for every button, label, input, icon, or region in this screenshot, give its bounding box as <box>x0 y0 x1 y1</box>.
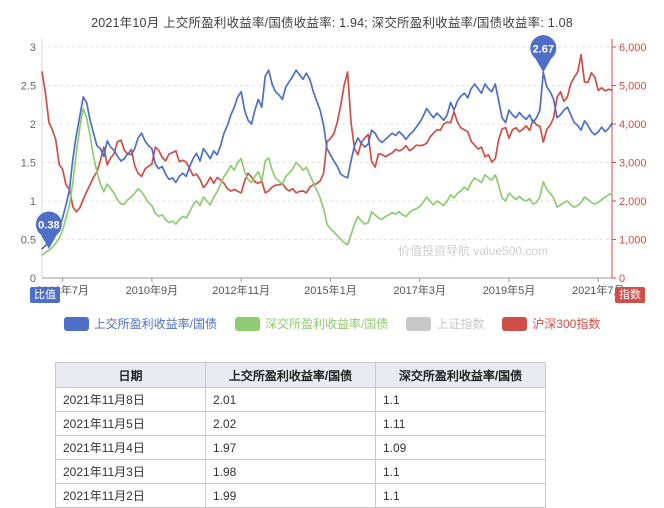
y-left-tick-label: 0.5 <box>21 235 36 247</box>
cell-date: 2021年11月4日 <box>55 435 206 460</box>
table-row: 2021年11月5日 2.02 1.11 <box>55 411 546 436</box>
annotation-pin <box>530 35 557 73</box>
cell-date: 2021年11月3日 <box>55 459 206 484</box>
cell-sse: 2.01 <box>205 387 376 412</box>
legend-label: 上交所盈利收益率/国债 <box>93 317 217 331</box>
y-right-tick-label: 6,000 <box>619 42 647 54</box>
cell-date: 2021年11月2日 <box>55 483 206 508</box>
legend-label: 沪深300指数 <box>532 317 601 331</box>
y-right-tick-label: 3,000 <box>619 158 647 170</box>
legend-marker-icon <box>234 316 260 331</box>
cell-szse: 1.1 <box>375 387 546 412</box>
x-tick-label: 2017年3月 <box>393 283 446 297</box>
ratio-history-table: 日期 上交所盈利收益率/国债 深交所盈利收益率/国债 2021年11月8日 2.… <box>55 362 546 508</box>
annotation-label: 0.38 <box>38 220 59 232</box>
x-tick-label: 2012年11月 <box>212 283 270 297</box>
chart-legend: 上交所盈利收益率/国债 深交所盈利收益率/国债 上证指数 沪深300指数 <box>0 315 664 332</box>
y-left-tick-label: 1 <box>30 196 36 208</box>
legend-item-shanghai-index[interactable]: 上证指数 <box>406 315 484 332</box>
right-axis-name-badge: 指数 <box>615 287 645 303</box>
watermark: 价值投资导航 value500.com <box>398 243 548 258</box>
cell-sse: 1.97 <box>205 435 376 460</box>
table-row: 2021年11月4日 1.97 1.09 <box>55 435 546 460</box>
y-right-tick-label: 5,000 <box>619 81 647 93</box>
annotation-label: 2.67 <box>533 43 554 55</box>
chart-title: 2021年10月 上交所盈利收益率/国债收益率: 1.94; 深交所盈利收益率/… <box>91 16 573 30</box>
chart-canvas[interactable]: 0 0.5 1 1.5 2 2.5 3 0 1,000 2,000 3,000 4,000 5,000 6… <box>0 0 664 312</box>
cell-date: 2021年11月8日 <box>55 387 206 412</box>
y-left-tick-label: 1.5 <box>21 158 36 170</box>
header-sse-ratio: 上交所盈利收益率/国债 <box>205 362 376 388</box>
table-row: 2021年11月8日 2.01 1.1 <box>55 387 546 412</box>
cell-szse: 1.11 <box>375 411 546 436</box>
series-line-1 <box>41 107 613 256</box>
series-line-0 <box>41 69 613 250</box>
cell-szse: 1.09 <box>375 435 546 460</box>
table-row: 2021年11月2日 1.99 1.1 <box>55 483 546 508</box>
legend-item-csi300-index[interactable]: 沪深300指数 <box>502 315 600 332</box>
legend-label: 深交所盈利收益率/国债 <box>264 317 389 331</box>
legend-marker-icon <box>502 316 528 331</box>
left-axis-name-badge: 比值 <box>30 287 60 303</box>
legend-item-sse-ratio[interactable]: 上交所盈利收益率/国债 <box>63 315 217 332</box>
y-left-tick-label: 0 <box>30 273 36 285</box>
legend-item-szse-ratio[interactable]: 深交所盈利收益率/国债 <box>234 315 389 332</box>
y-right-tick-label: 0 <box>619 273 625 285</box>
table-header-row: 日期 上交所盈利收益率/国债 深交所盈利收益率/国债 <box>55 362 546 388</box>
cell-szse: 1.1 <box>375 483 546 508</box>
table-row: 2021年11月3日 1.98 1.1 <box>55 459 546 484</box>
header-date: 日期 <box>55 362 206 388</box>
x-tick-label: 2015年1月 <box>304 283 357 297</box>
y-right-tick-label: 1,000 <box>619 235 647 247</box>
cell-sse: 1.99 <box>205 483 376 508</box>
header-szse-ratio: 深交所盈利收益率/国债 <box>375 362 546 388</box>
x-tick-label: 2019年5月 <box>483 283 536 297</box>
legend-label: 上证指数 <box>436 317 485 331</box>
cell-szse: 1.1 <box>375 459 546 484</box>
cell-date: 2021年11月5日 <box>55 411 206 436</box>
annotation-pin <box>35 211 62 249</box>
y-left-tick-label: 2.5 <box>21 81 36 93</box>
series-line-3 <box>41 53 613 213</box>
y-left-tick-label: 3 <box>30 42 36 54</box>
legend-marker-icon <box>406 316 432 331</box>
x-tick-label: 2010年9月 <box>126 283 179 297</box>
y-right-tick-label: 4,000 <box>619 119 647 131</box>
x-tick-label: 2021年7月 <box>572 283 625 297</box>
y-right-tick-label: 2,000 <box>619 196 647 208</box>
cell-sse: 1.98 <box>205 459 376 484</box>
legend-marker-icon <box>63 316 89 331</box>
cell-sse: 2.02 <box>205 411 376 436</box>
y-left-tick-label: 2 <box>30 119 36 131</box>
